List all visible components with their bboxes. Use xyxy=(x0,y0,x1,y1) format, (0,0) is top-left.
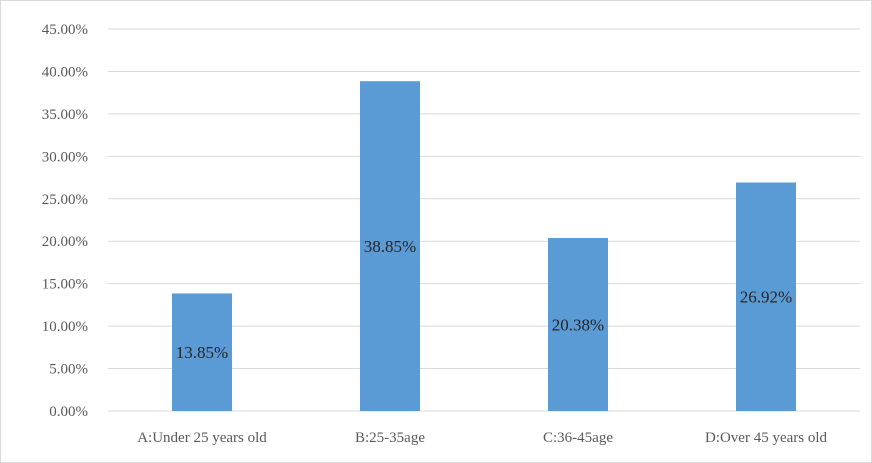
data-label: 26.92% xyxy=(740,288,792,307)
x-category-label: A:Under 25 years old xyxy=(137,430,267,446)
x-category-label: D:Over 45 years old xyxy=(705,430,828,446)
y-tick-label: 25.00% xyxy=(42,192,88,208)
y-tick-label: 30.00% xyxy=(42,149,88,165)
y-tick-label: 20.00% xyxy=(42,234,88,250)
data-label: 13.85% xyxy=(176,343,228,362)
y-tick-label: 45.00% xyxy=(42,22,88,38)
gridlines xyxy=(108,28,860,412)
data-label: 38.85% xyxy=(364,237,416,256)
x-axis-categories: A:Under 25 years old B:25-35age C:36-45age… xyxy=(137,430,827,446)
y-tick-label: 0.00% xyxy=(49,404,88,420)
y-tick-label: 35.00% xyxy=(42,107,88,123)
y-tick-label: 10.00% xyxy=(42,319,88,335)
bars xyxy=(172,81,796,411)
y-tick-label: 15.00% xyxy=(42,277,88,293)
y-axis-ticks: 0.00% 5.00% 10.00% 15.00% 20.00% 25.00% 30.00%… xyxy=(42,22,88,420)
data-label: 20.38% xyxy=(552,315,604,334)
x-category-label: B:25-35age xyxy=(355,430,425,446)
bar xyxy=(548,237,608,411)
x-category-label: C:36-45age xyxy=(543,430,613,446)
bar xyxy=(360,81,420,411)
bar xyxy=(172,293,232,411)
data-labels: 13.85% 38.85% 20.38% 26.92% xyxy=(176,237,792,362)
y-tick-label: 40.00% xyxy=(42,64,88,80)
y-tick-label: 5.00% xyxy=(49,362,88,378)
bar xyxy=(736,182,796,411)
